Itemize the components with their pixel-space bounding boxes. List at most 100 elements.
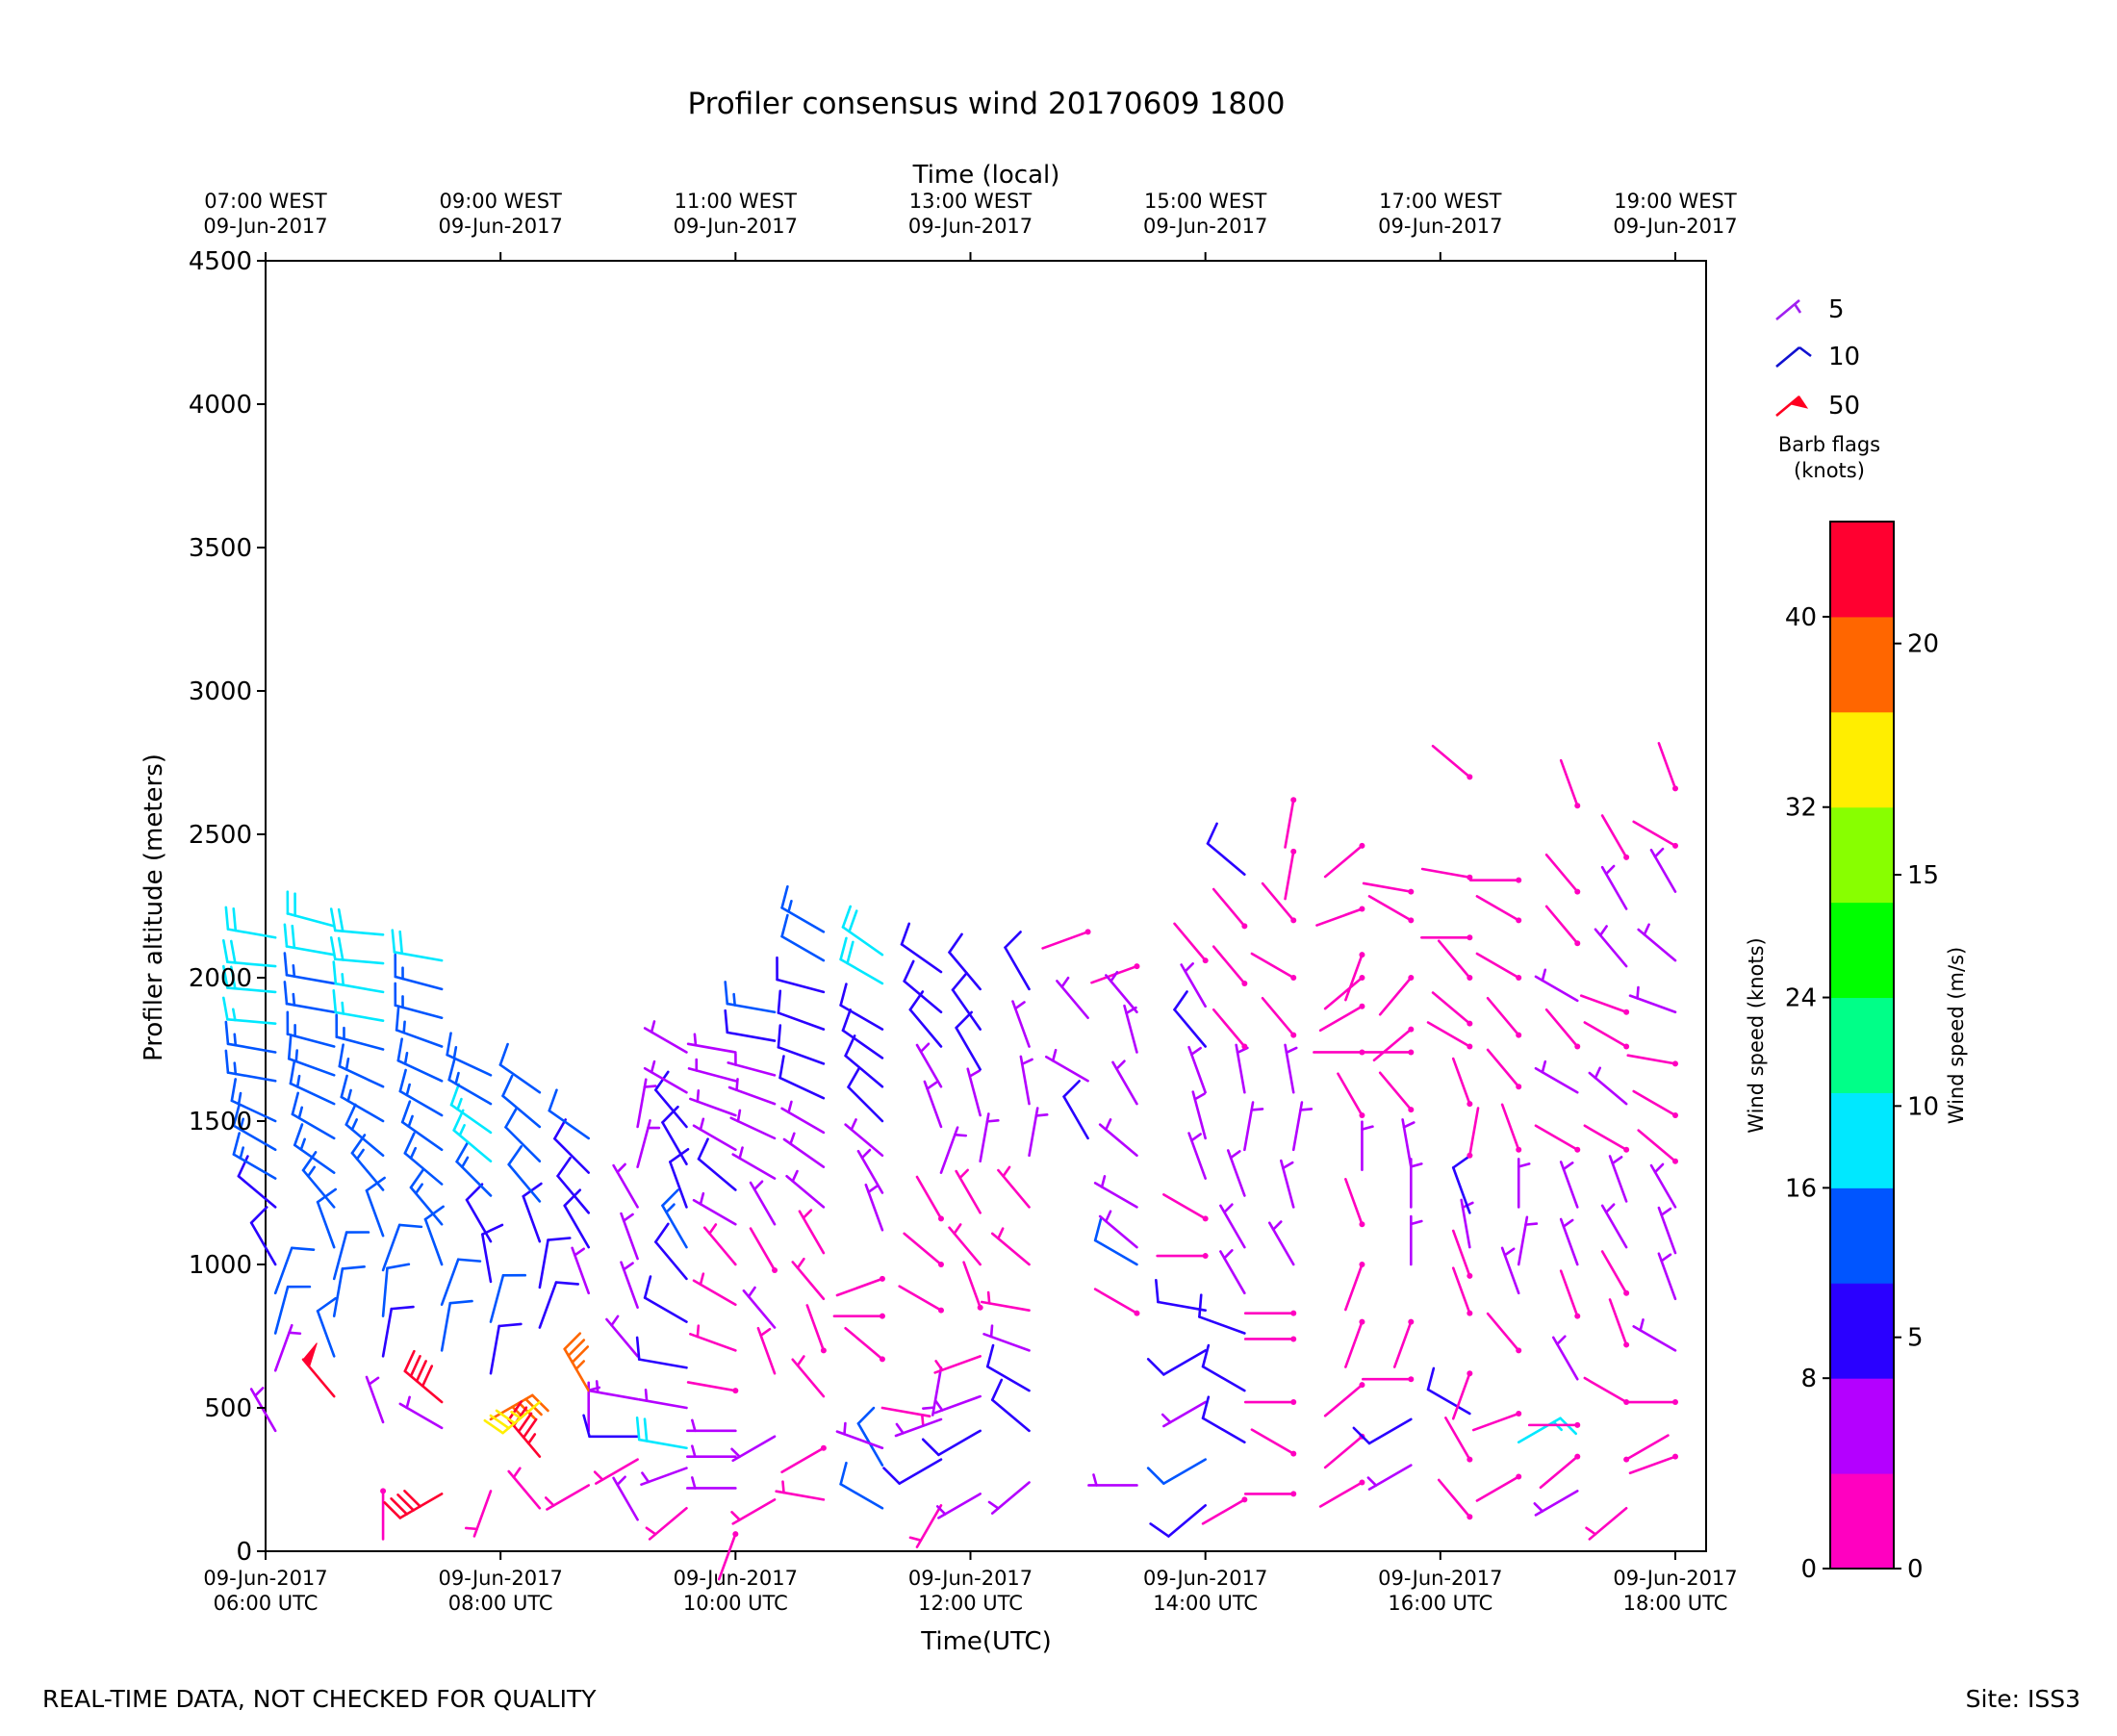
barb-half-feather xyxy=(1231,1151,1239,1158)
barb-full-feather xyxy=(339,938,343,959)
x-tick-label-date: 09-Jun-2017 xyxy=(1143,1567,1267,1590)
wind-barb xyxy=(1057,978,1087,1018)
barb-calm-dot xyxy=(732,1388,738,1393)
wind-barb xyxy=(1411,1159,1421,1207)
barb-staff xyxy=(992,1400,1029,1431)
wind-barb xyxy=(1368,1466,1411,1490)
wind-barb xyxy=(1553,1337,1577,1379)
barb-staff xyxy=(1364,883,1411,892)
colorbar-blocks xyxy=(1830,522,1894,1570)
barb-staff xyxy=(491,1326,499,1373)
colorbar-block xyxy=(1830,522,1894,617)
barb-full-feather xyxy=(387,1264,408,1268)
wind-barb xyxy=(1610,1156,1626,1201)
barb-staff xyxy=(778,980,824,992)
barb-half-feather xyxy=(740,1148,743,1159)
barb-staff xyxy=(251,1223,275,1264)
barb-staff xyxy=(900,1460,941,1484)
top-tick-label-time: 15:00 WEST xyxy=(1144,190,1267,213)
barb-staff xyxy=(778,1013,824,1030)
wind-barb xyxy=(573,1248,589,1293)
barb-full-feather xyxy=(402,1102,410,1122)
wind-barb xyxy=(1286,849,1297,899)
wind-barb xyxy=(1244,1103,1263,1150)
barb-calm-dot xyxy=(1359,1319,1365,1325)
wind-barb xyxy=(751,1229,778,1273)
barb-half-feather xyxy=(645,1086,655,1087)
wind-barb xyxy=(1189,1047,1206,1092)
wind-barb xyxy=(782,1445,827,1472)
colorbar-knots-label: Wind speed (knots) xyxy=(1745,937,1768,1133)
wind-barb xyxy=(1374,1027,1414,1060)
barb-staff xyxy=(239,1176,275,1207)
barb-half-feather xyxy=(910,1538,921,1541)
barb-legend-item: 50 xyxy=(1776,392,1860,421)
wind-barb xyxy=(843,906,882,955)
colorbar-ms-label: 10 xyxy=(1907,1092,1939,1121)
wind-barb xyxy=(1354,1419,1411,1443)
wind-barb xyxy=(1163,1194,1208,1221)
barb-legend-label: 50 xyxy=(1828,392,1860,421)
wind-barb xyxy=(1411,1216,1421,1264)
wind-barb xyxy=(982,1292,1029,1311)
barb-half-feather xyxy=(1162,1415,1170,1422)
y-tick-label: 4500 xyxy=(189,247,252,276)
wind-barb xyxy=(1590,1068,1626,1104)
barb-half-feather xyxy=(1662,1255,1671,1262)
barb-full-feather xyxy=(226,1051,228,1073)
barb-calm-dot xyxy=(1516,1347,1521,1353)
barb-half-feather xyxy=(233,1009,235,1020)
wind-barb xyxy=(690,1326,735,1351)
barb-full-feather xyxy=(554,1119,565,1138)
wind-barb xyxy=(858,1408,882,1465)
barb-calm-dot xyxy=(1290,1336,1296,1341)
barb-calm-dot xyxy=(1574,1314,1580,1319)
wind-barb xyxy=(251,1388,275,1430)
wind-barb xyxy=(442,1301,472,1350)
barb-calm-dot xyxy=(821,1347,827,1353)
barb-half-feather xyxy=(1543,1061,1545,1072)
barb-staff xyxy=(442,1260,458,1305)
wind-barb xyxy=(639,1390,686,1408)
wind-barb xyxy=(1394,1319,1414,1367)
wind-barb xyxy=(1634,822,1678,849)
wind-barb xyxy=(1325,843,1365,877)
barb-full-feather xyxy=(509,1146,522,1164)
wind-barb xyxy=(1659,1208,1675,1253)
barb-staff xyxy=(540,1283,556,1328)
wind-barb xyxy=(1473,1411,1521,1430)
site-label: Site: ISS3 xyxy=(1966,1685,2080,1713)
barb-staff xyxy=(442,1303,450,1350)
barb-half-feather xyxy=(574,1249,583,1256)
barb-calm-dot xyxy=(1467,1021,1472,1027)
barb-staff xyxy=(1561,760,1577,805)
wind-barb xyxy=(655,1072,686,1127)
barb-calm-dot xyxy=(1408,917,1414,923)
wind-barb xyxy=(1630,987,1675,1012)
barb-staff xyxy=(1325,1385,1362,1416)
barb-staff xyxy=(699,1159,735,1189)
barb-calm-dot xyxy=(1574,889,1580,895)
wind-barb xyxy=(1634,1091,1678,1118)
wind-barb xyxy=(621,1263,637,1308)
barb-full-feather xyxy=(289,1036,291,1059)
wind-barb xyxy=(334,1233,369,1279)
barb-full-feather xyxy=(848,942,854,963)
barb-half-feather xyxy=(651,1061,654,1072)
barb-half-feather xyxy=(922,1415,923,1425)
wind-barb xyxy=(1203,1496,1247,1523)
barb-staff xyxy=(953,990,981,1030)
wind-barb xyxy=(950,934,981,989)
wind-barb xyxy=(1064,1081,1088,1137)
wind-barb xyxy=(917,1177,944,1221)
x-tick-label-time: 12:00 UTC xyxy=(918,1592,1023,1615)
wind-barb xyxy=(491,1324,521,1373)
barb-full-feather xyxy=(400,1070,406,1091)
barb-legend-item: 10 xyxy=(1776,343,1860,371)
barb-half-feather xyxy=(987,1120,998,1121)
wind-barb xyxy=(1602,1251,1629,1295)
wind-barb xyxy=(1320,1479,1365,1506)
wind-barb xyxy=(1518,1217,1537,1264)
x-tick-label-date: 09-Jun-2017 xyxy=(674,1567,798,1590)
